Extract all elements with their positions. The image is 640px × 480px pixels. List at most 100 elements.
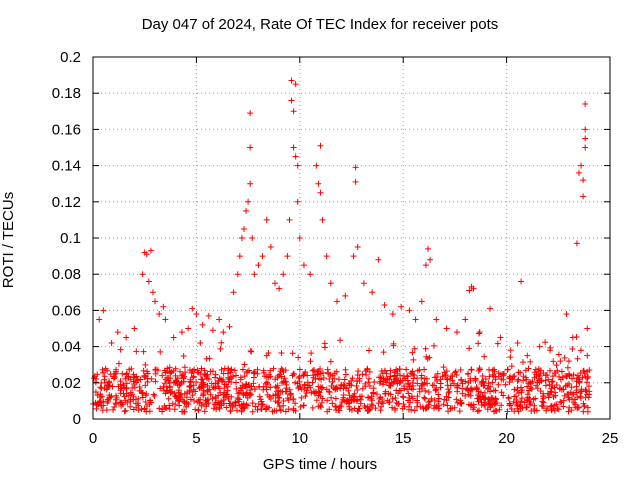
x-tick-label: 10 xyxy=(291,430,308,447)
x-axis-label: GPS time / hours xyxy=(262,456,378,473)
data-point-background xyxy=(403,366,410,373)
data-point-background xyxy=(574,355,581,362)
data-point xyxy=(236,253,243,260)
data-point-background xyxy=(273,407,280,414)
data-point xyxy=(557,358,564,365)
data-point-background xyxy=(584,404,591,411)
data-point-background xyxy=(523,403,530,410)
data-point-background xyxy=(418,375,425,382)
data-point-background xyxy=(502,381,509,388)
data-point xyxy=(296,235,303,241)
data-point-background xyxy=(510,398,517,405)
data-point-background xyxy=(553,362,560,369)
data-point-background xyxy=(442,371,449,378)
data-point xyxy=(580,177,587,184)
data-point-background xyxy=(479,394,486,401)
data-point-background xyxy=(365,379,372,386)
data-point-background xyxy=(400,401,407,408)
x-tick-label: 25 xyxy=(602,430,619,447)
data-point-background xyxy=(244,402,251,409)
data-point-background xyxy=(374,391,381,398)
data-point-background xyxy=(513,396,520,403)
data-point-background xyxy=(232,379,239,386)
data-point-background xyxy=(329,400,336,407)
data-point-background xyxy=(419,404,426,411)
data-point-background xyxy=(127,403,134,410)
data-point xyxy=(418,298,425,305)
data-point xyxy=(147,247,154,254)
data-point-background xyxy=(188,387,195,394)
data-point-background xyxy=(142,361,149,368)
data-point-background xyxy=(444,376,451,383)
data-point-background xyxy=(570,399,577,406)
data-point-background xyxy=(234,395,241,402)
data-point-background xyxy=(543,372,550,379)
data-point-background xyxy=(525,394,532,401)
data-point xyxy=(178,329,185,336)
data-point-background xyxy=(445,389,452,396)
data-point-background xyxy=(319,384,326,391)
data-point-background xyxy=(119,381,126,388)
data-point-background xyxy=(130,393,137,400)
data-point-background xyxy=(549,378,556,385)
data-point-background xyxy=(282,367,289,374)
data-point-background xyxy=(110,406,117,413)
data-point-background xyxy=(237,374,244,381)
data-point-background xyxy=(443,368,450,375)
data-point xyxy=(300,262,307,269)
data-point-background xyxy=(578,386,585,393)
data-point-background xyxy=(112,400,119,407)
data-point-background xyxy=(562,383,569,390)
data-point-background xyxy=(150,391,157,398)
data-point-background xyxy=(391,369,398,376)
data-point-background xyxy=(400,373,407,380)
data-point-background xyxy=(166,402,173,409)
data-point-background xyxy=(176,398,183,405)
data-point-background xyxy=(465,379,472,386)
data-point-background xyxy=(100,369,107,376)
data-point-background xyxy=(370,390,377,397)
data-point-background xyxy=(522,374,529,381)
data-point-background xyxy=(560,397,567,404)
data-point-background xyxy=(250,380,257,387)
data-point-background xyxy=(559,374,566,381)
data-point-background xyxy=(144,370,151,377)
data-point-background xyxy=(548,402,555,409)
data-point xyxy=(251,271,258,278)
data-point-background xyxy=(202,372,209,379)
data-point-background xyxy=(247,347,254,354)
data-point-background xyxy=(195,369,202,376)
data-point-background xyxy=(519,404,526,411)
data-point-background xyxy=(368,393,375,400)
data-point-background xyxy=(211,385,218,392)
data-point-background xyxy=(485,380,492,387)
data-point-background xyxy=(159,372,166,379)
data-point-background xyxy=(482,375,489,382)
data-point-background xyxy=(359,385,366,392)
data-point xyxy=(290,144,297,151)
data-point-background xyxy=(440,364,447,371)
data-point-background xyxy=(417,403,424,410)
data-point-background xyxy=(200,392,207,399)
data-point xyxy=(307,271,314,278)
data-point xyxy=(286,216,293,223)
y-tick-label: 0.04 xyxy=(52,339,81,356)
data-point-background xyxy=(171,406,178,413)
data-point-background xyxy=(333,384,340,391)
data-point-background xyxy=(318,385,325,392)
data-point-background xyxy=(192,388,199,395)
data-point-background xyxy=(399,393,406,400)
data-point-background xyxy=(346,380,353,387)
data-point xyxy=(288,97,295,104)
data-point-background xyxy=(326,406,333,413)
data-point xyxy=(350,253,357,260)
data-point-background xyxy=(439,373,446,380)
data-point xyxy=(389,311,396,318)
data-point xyxy=(294,162,301,169)
data-point-background xyxy=(462,392,469,399)
data-point-background xyxy=(130,406,137,413)
data-point-background xyxy=(500,392,507,399)
data-point-background xyxy=(547,388,554,395)
data-point-background xyxy=(510,373,517,380)
data-point xyxy=(425,245,432,252)
